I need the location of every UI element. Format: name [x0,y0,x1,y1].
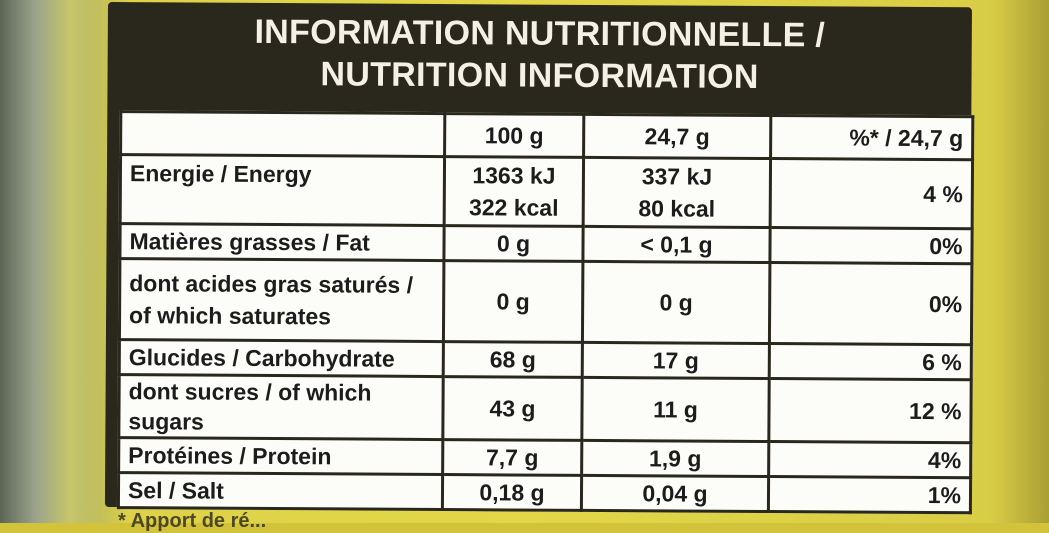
panel-title: INFORMATION NUTRITIONNELLE / NUTRITION I… [107,10,971,99]
energy-100g-cell: 1363 kJ 322 kcal [444,156,584,227]
row-percent: 12 % [768,378,972,443]
row-label-line1: dont acides gras saturés / [129,270,414,298]
row-percent: 0% [769,262,972,345]
row-per100: 0,18 g [442,474,582,511]
row-per100: 7,7 g [442,439,582,476]
row-portion: 0,04 g [581,475,769,512]
row-percent: 0% [769,227,973,264]
header-cell-empty [120,111,445,157]
row-label: dont sucres / of which sugars [118,374,444,440]
row-label: Matières grasses / Fat [119,223,445,261]
row-label-line2: of which saturates [129,302,332,330]
energy-portion-kj: 337 kJ [641,163,713,190]
row-portion: 1,9 g [581,440,769,477]
row-portion: 0 g [582,261,770,344]
row-percent: 4 % [770,158,973,229]
row-percent: 1% [768,476,971,513]
header-cell-percent: %* / 24,7 g [770,115,973,160]
table-header-row: 100 g 24,7 g %* / 24,7 g [120,111,973,160]
row-portion: 11 g [581,377,770,442]
title-english: NUTRITION INFORMATION [320,55,759,96]
row-percent: 4% [768,441,971,478]
energy-100g-kj: 1363 kJ [472,162,556,189]
row-portion: < 0,1 g [582,226,771,263]
table-row-salt: Sel / Salt 0,18 g 0,04 g 1% [118,472,971,513]
title-french: INFORMATION NUTRITIONNELLE / [254,12,826,55]
energy-portion-cell: 337 kJ 80 kcal [583,157,771,228]
table-row-carbohydrate: Glucides / Carbohydrate 68 g 17 g 6 % [119,339,972,380]
nutrition-panel: INFORMATION NUTRITIONNELLE / NUTRITION I… [104,2,975,515]
header-cell-100g: 100 g [444,113,584,158]
row-label: dont acides gras saturés / of which satu… [119,258,444,342]
row-label: Sel / Salt [118,472,443,510]
row-per100: 43 g [442,376,583,441]
energy-portion-kcal: 80 kcal [638,195,716,222]
row-portion: 17 g [582,342,770,379]
row-label: Glucides / Carbohydrate [119,339,444,377]
footnote: * Apport de ré... [118,510,267,532]
row-per100: 68 g [443,341,583,378]
row-per100: 0 g [443,225,584,262]
row-percent: 6 % [769,343,972,380]
package-shadow [989,0,1049,523]
row-label: Energie / Energy [120,154,445,226]
nutrition-table: 100 g 24,7 g %* / 24,7 g Energie / Energ… [116,110,975,515]
row-per100: 0 g [443,260,583,343]
header-cell-portion: 24,7 g [583,114,771,159]
row-label: Protéines / Protein [118,437,443,475]
table-row-sugars: dont sucres / of which sugars 43 g 11 g … [118,374,972,443]
table-row-fat: Matières grasses / Fat 0 g < 0,1 g 0% [119,223,973,264]
package-edge [0,0,110,523]
table-row-protein: Protéines / Protein 7,7 g 1,9 g 4% [118,437,971,478]
table-row-energy: Energie / Energy 1363 kJ 322 kcal 337 kJ… [120,154,973,229]
table-row-saturates: dont acides gras saturés / of which satu… [119,258,972,345]
energy-100g-kcal: 322 kcal [468,194,559,221]
